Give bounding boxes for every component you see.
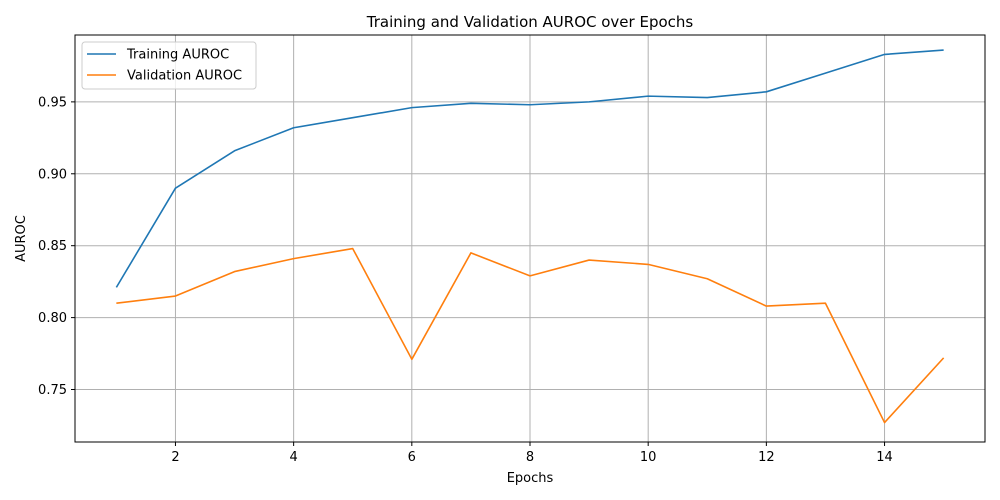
y-tick-label: 0.90 (38, 167, 67, 182)
legend: Training AUROC Validation AUROC (81, 41, 257, 90)
series-lines (115, 49, 945, 424)
x-tick-label: 14 (876, 450, 893, 465)
y-axis-title: AUROC (14, 215, 29, 262)
y-tick-label: 0.85 (38, 239, 67, 254)
legend-label-1: Validation AUROC (127, 69, 242, 84)
x-tick-label: 10 (640, 450, 657, 465)
series-line-0 (115, 49, 944, 288)
grid (75, 35, 985, 442)
series-line-1 (116, 247, 945, 424)
x-tick-label: 6 (408, 450, 416, 465)
x-axis-title: Epochs (507, 471, 554, 486)
x-tick-label: 2 (171, 450, 179, 465)
x-tick-label: 4 (289, 450, 297, 465)
y-tick-label: 0.80 (38, 311, 67, 326)
legend-label-0: Training AUROC (126, 48, 229, 63)
x-tick-label: 8 (526, 450, 534, 465)
axis-ticks: 2 4 6 8 10 12 14 0.75 0.80 0.85 0.90 0.95 (38, 95, 893, 465)
y-tick-label: 0.75 (38, 383, 67, 398)
legend-box (81, 41, 257, 90)
x-tick-label: 12 (758, 450, 775, 465)
y-tick-label: 0.95 (38, 95, 67, 110)
chart-title: Training and Validation AUROC over Epoch… (366, 13, 694, 31)
